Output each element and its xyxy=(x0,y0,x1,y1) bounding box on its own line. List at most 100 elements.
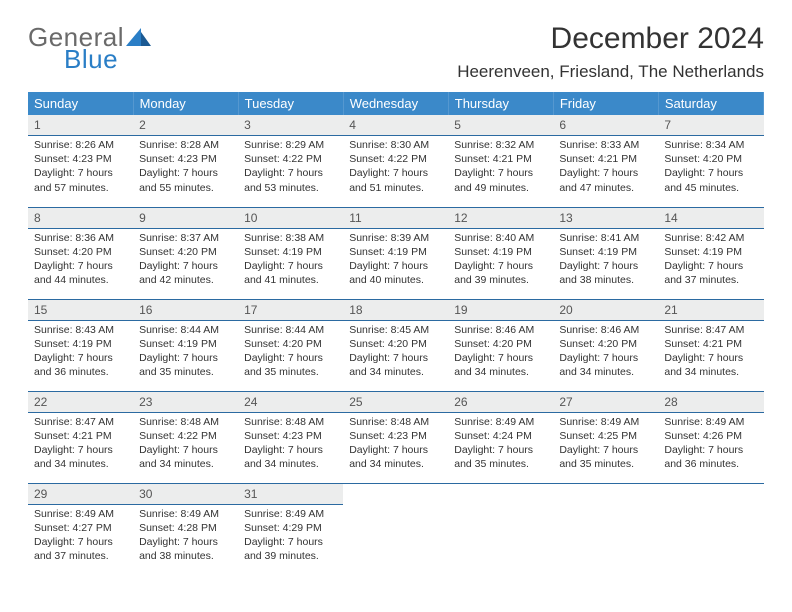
day-details: Sunrise: 8:32 AMSunset: 4:21 PMDaylight:… xyxy=(454,136,547,195)
day-details: Sunrise: 8:46 AMSunset: 4:20 PMDaylight:… xyxy=(454,321,547,380)
weekday-header: Wednesday xyxy=(343,92,448,115)
day-number: 6 xyxy=(553,115,658,136)
day-number: 19 xyxy=(448,300,553,321)
weekday-header: Tuesday xyxy=(238,92,343,115)
calendar-day-cell: 1Sunrise: 8:26 AMSunset: 4:23 PMDaylight… xyxy=(28,115,133,207)
day-number: 3 xyxy=(238,115,343,136)
calendar-day-cell: 24Sunrise: 8:48 AMSunset: 4:23 PMDayligh… xyxy=(238,391,343,483)
day-number: 31 xyxy=(238,484,343,505)
day-details: Sunrise: 8:45 AMSunset: 4:20 PMDaylight:… xyxy=(349,321,442,380)
calendar-day-cell: 21Sunrise: 8:47 AMSunset: 4:21 PMDayligh… xyxy=(658,299,763,391)
day-details: Sunrise: 8:49 AMSunset: 4:24 PMDaylight:… xyxy=(454,413,547,472)
calendar-day-cell: 6Sunrise: 8:33 AMSunset: 4:21 PMDaylight… xyxy=(553,115,658,207)
day-details: Sunrise: 8:49 AMSunset: 4:27 PMDaylight:… xyxy=(34,505,127,564)
logo-word2: Blue xyxy=(64,46,152,72)
day-details: Sunrise: 8:49 AMSunset: 4:26 PMDaylight:… xyxy=(664,413,757,472)
calendar-day-cell: 20Sunrise: 8:46 AMSunset: 4:20 PMDayligh… xyxy=(553,299,658,391)
calendar-day-cell: 13Sunrise: 8:41 AMSunset: 4:19 PMDayligh… xyxy=(553,207,658,299)
month-title: December 2024 xyxy=(457,22,764,56)
day-number: 27 xyxy=(553,392,658,413)
day-details: Sunrise: 8:49 AMSunset: 4:29 PMDaylight:… xyxy=(244,505,337,564)
calendar-day-cell xyxy=(553,483,658,575)
calendar-day-cell: 19Sunrise: 8:46 AMSunset: 4:20 PMDayligh… xyxy=(448,299,553,391)
day-details: Sunrise: 8:47 AMSunset: 4:21 PMDaylight:… xyxy=(664,321,757,380)
calendar-day-cell: 11Sunrise: 8:39 AMSunset: 4:19 PMDayligh… xyxy=(343,207,448,299)
weekday-header: Friday xyxy=(553,92,658,115)
day-number: 28 xyxy=(658,392,763,413)
calendar-day-cell: 22Sunrise: 8:47 AMSunset: 4:21 PMDayligh… xyxy=(28,391,133,483)
calendar-day-cell: 2Sunrise: 8:28 AMSunset: 4:23 PMDaylight… xyxy=(133,115,238,207)
calendar-day-cell: 26Sunrise: 8:49 AMSunset: 4:24 PMDayligh… xyxy=(448,391,553,483)
calendar-day-cell xyxy=(343,483,448,575)
day-details: Sunrise: 8:44 AMSunset: 4:20 PMDaylight:… xyxy=(244,321,337,380)
day-details: Sunrise: 8:26 AMSunset: 4:23 PMDaylight:… xyxy=(34,136,127,195)
day-number: 30 xyxy=(133,484,238,505)
day-details: Sunrise: 8:36 AMSunset: 4:20 PMDaylight:… xyxy=(34,229,127,288)
weekday-header: Saturday xyxy=(658,92,763,115)
day-number: 16 xyxy=(133,300,238,321)
calendar-day-cell xyxy=(658,483,763,575)
day-number: 4 xyxy=(343,115,448,136)
weekday-header: Sunday xyxy=(28,92,133,115)
weekday-header-row: Sunday Monday Tuesday Wednesday Thursday… xyxy=(28,92,764,115)
calendar-day-cell: 31Sunrise: 8:49 AMSunset: 4:29 PMDayligh… xyxy=(238,483,343,575)
day-number: 10 xyxy=(238,208,343,229)
day-number: 25 xyxy=(343,392,448,413)
day-details: Sunrise: 8:47 AMSunset: 4:21 PMDaylight:… xyxy=(34,413,127,472)
day-details: Sunrise: 8:49 AMSunset: 4:25 PMDaylight:… xyxy=(559,413,652,472)
calendar-day-cell: 29Sunrise: 8:49 AMSunset: 4:27 PMDayligh… xyxy=(28,483,133,575)
header: General Blue December 2024 Heerenveen, F… xyxy=(28,22,764,82)
day-number: 24 xyxy=(238,392,343,413)
calendar-week-row: 1Sunrise: 8:26 AMSunset: 4:23 PMDaylight… xyxy=(28,115,764,207)
weekday-header: Monday xyxy=(133,92,238,115)
calendar-day-cell: 5Sunrise: 8:32 AMSunset: 4:21 PMDaylight… xyxy=(448,115,553,207)
day-number: 23 xyxy=(133,392,238,413)
day-details: Sunrise: 8:38 AMSunset: 4:19 PMDaylight:… xyxy=(244,229,337,288)
calendar-table: Sunday Monday Tuesday Wednesday Thursday… xyxy=(28,92,764,575)
calendar-day-cell: 17Sunrise: 8:44 AMSunset: 4:20 PMDayligh… xyxy=(238,299,343,391)
logo: General Blue xyxy=(28,22,152,72)
calendar-day-cell: 28Sunrise: 8:49 AMSunset: 4:26 PMDayligh… xyxy=(658,391,763,483)
day-number: 13 xyxy=(553,208,658,229)
day-details: Sunrise: 8:43 AMSunset: 4:19 PMDaylight:… xyxy=(34,321,127,380)
calendar-day-cell xyxy=(448,483,553,575)
weekday-header: Thursday xyxy=(448,92,553,115)
calendar-day-cell: 4Sunrise: 8:30 AMSunset: 4:22 PMDaylight… xyxy=(343,115,448,207)
day-details: Sunrise: 8:48 AMSunset: 4:23 PMDaylight:… xyxy=(349,413,442,472)
day-number: 11 xyxy=(343,208,448,229)
day-number: 14 xyxy=(658,208,763,229)
day-details: Sunrise: 8:44 AMSunset: 4:19 PMDaylight:… xyxy=(139,321,232,380)
day-number: 21 xyxy=(658,300,763,321)
day-number: 5 xyxy=(448,115,553,136)
calendar-day-cell: 23Sunrise: 8:48 AMSunset: 4:22 PMDayligh… xyxy=(133,391,238,483)
calendar-week-row: 29Sunrise: 8:49 AMSunset: 4:27 PMDayligh… xyxy=(28,483,764,575)
day-details: Sunrise: 8:28 AMSunset: 4:23 PMDaylight:… xyxy=(139,136,232,195)
day-number: 22 xyxy=(28,392,133,413)
calendar-week-row: 22Sunrise: 8:47 AMSunset: 4:21 PMDayligh… xyxy=(28,391,764,483)
day-details: Sunrise: 8:37 AMSunset: 4:20 PMDaylight:… xyxy=(139,229,232,288)
day-details: Sunrise: 8:29 AMSunset: 4:22 PMDaylight:… xyxy=(244,136,337,195)
day-details: Sunrise: 8:34 AMSunset: 4:20 PMDaylight:… xyxy=(664,136,757,195)
day-number: 26 xyxy=(448,392,553,413)
calendar-day-cell: 10Sunrise: 8:38 AMSunset: 4:19 PMDayligh… xyxy=(238,207,343,299)
calendar-day-cell: 27Sunrise: 8:49 AMSunset: 4:25 PMDayligh… xyxy=(553,391,658,483)
day-details: Sunrise: 8:46 AMSunset: 4:20 PMDaylight:… xyxy=(559,321,652,380)
day-number: 12 xyxy=(448,208,553,229)
calendar-day-cell: 14Sunrise: 8:42 AMSunset: 4:19 PMDayligh… xyxy=(658,207,763,299)
day-number: 8 xyxy=(28,208,133,229)
day-number: 29 xyxy=(28,484,133,505)
day-details: Sunrise: 8:49 AMSunset: 4:28 PMDaylight:… xyxy=(139,505,232,564)
calendar-day-cell: 7Sunrise: 8:34 AMSunset: 4:20 PMDaylight… xyxy=(658,115,763,207)
location: Heerenveen, Friesland, The Netherlands xyxy=(457,62,764,82)
calendar-day-cell: 25Sunrise: 8:48 AMSunset: 4:23 PMDayligh… xyxy=(343,391,448,483)
calendar-day-cell: 12Sunrise: 8:40 AMSunset: 4:19 PMDayligh… xyxy=(448,207,553,299)
day-details: Sunrise: 8:48 AMSunset: 4:22 PMDaylight:… xyxy=(139,413,232,472)
day-number: 9 xyxy=(133,208,238,229)
day-details: Sunrise: 8:41 AMSunset: 4:19 PMDaylight:… xyxy=(559,229,652,288)
day-details: Sunrise: 8:40 AMSunset: 4:19 PMDaylight:… xyxy=(454,229,547,288)
calendar-week-row: 8Sunrise: 8:36 AMSunset: 4:20 PMDaylight… xyxy=(28,207,764,299)
calendar-day-cell: 8Sunrise: 8:36 AMSunset: 4:20 PMDaylight… xyxy=(28,207,133,299)
calendar-day-cell: 18Sunrise: 8:45 AMSunset: 4:20 PMDayligh… xyxy=(343,299,448,391)
day-number: 2 xyxy=(133,115,238,136)
day-details: Sunrise: 8:39 AMSunset: 4:19 PMDaylight:… xyxy=(349,229,442,288)
